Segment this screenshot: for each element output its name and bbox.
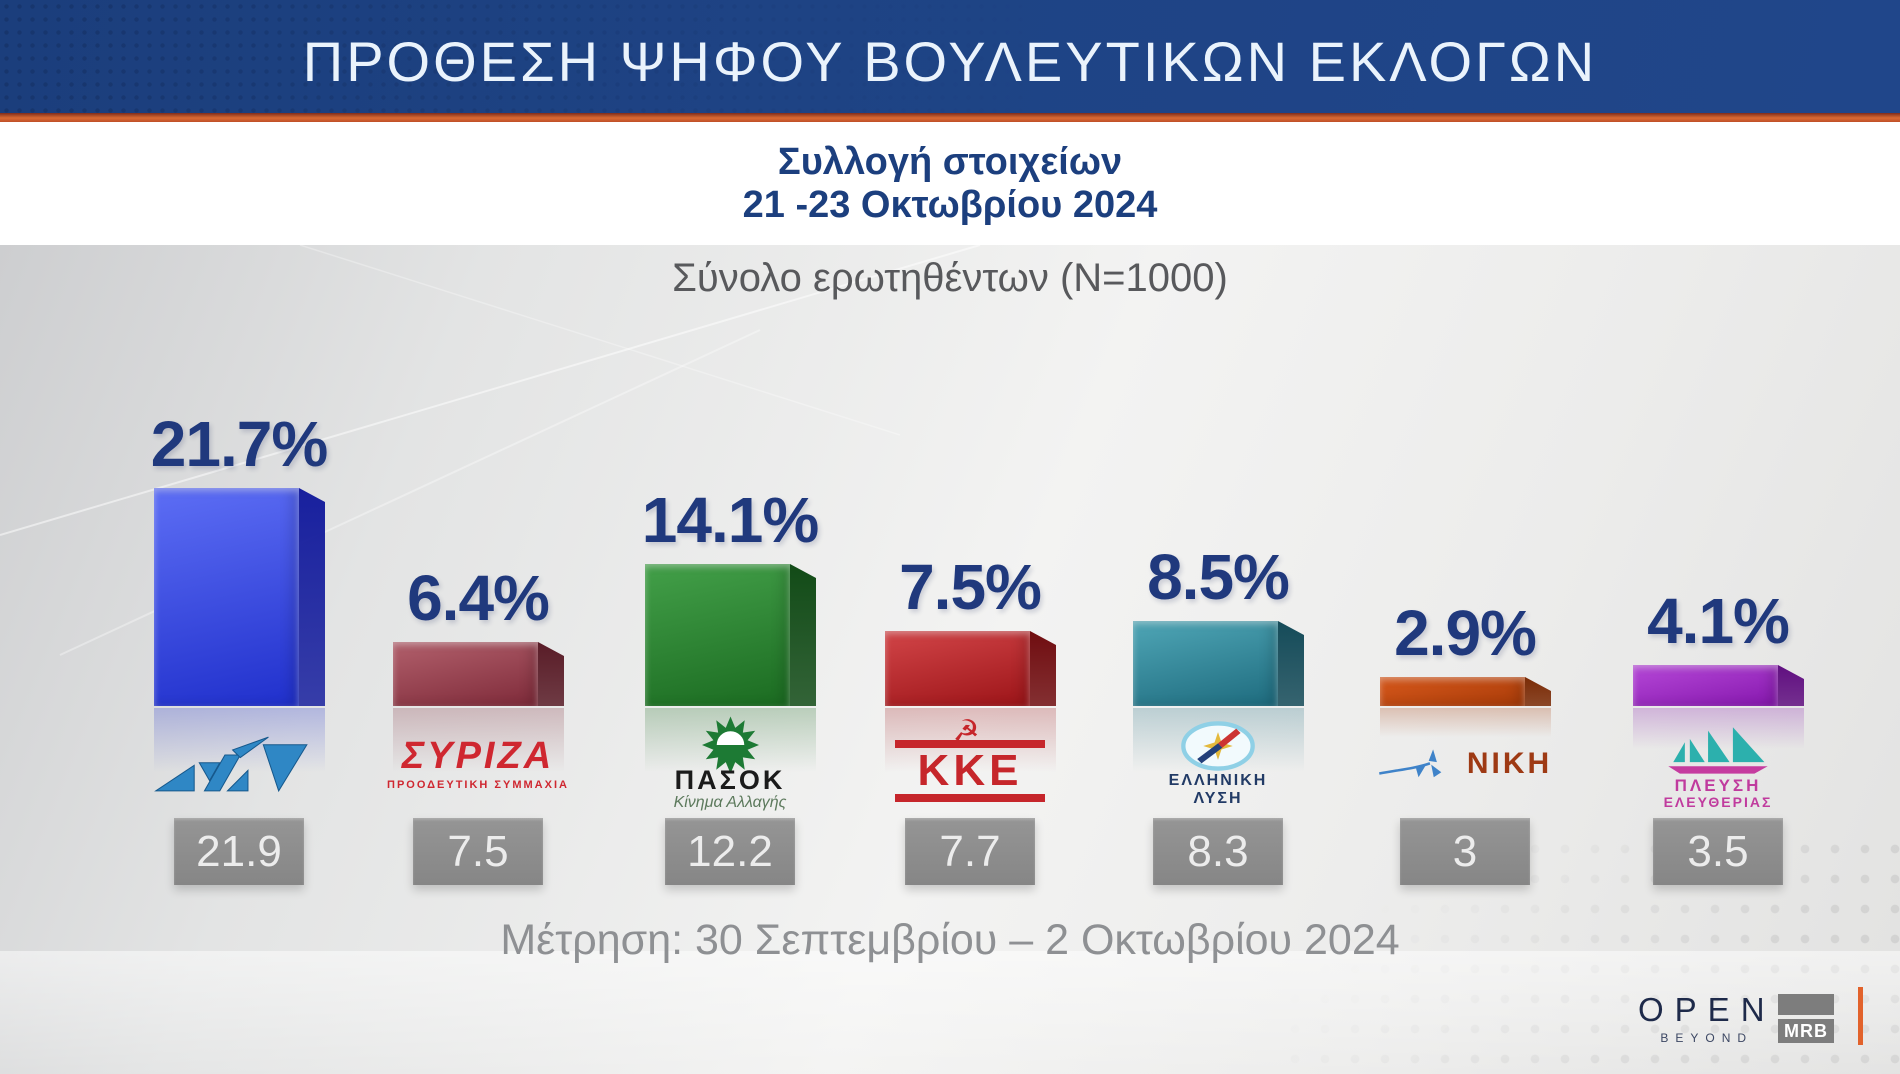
open-wordmark: OPEN [1638,991,1776,1028]
sample-size-note: Σύνολο ερωτηθέντων (N=1000) [672,256,1228,300]
party-column-kke: 7.5% ☭ ΚΚΕ 7.7 [865,0,1075,1074]
syriza-logo-slot: ΣΥΡΙΖΑ ΠΡΟΟΔΕΥΤΙΚΗ ΣΥΜΜΑΧΙΑ [373,714,583,814]
previous-value: 7.5 [447,826,509,876]
pasok-logo-slot: ΠΑΣΟΚ Κίνημα Αλλαγής [625,714,835,814]
bar-side [1278,621,1304,706]
party-column-syriza: 6.4% ΣΥΡΙΖΑ ΠΡΟΟΔΕΥΤΙΚΗ ΣΥΜΜΑΧΙΑ 7.5 [373,0,583,1074]
elliniki-lysi-logo-slot: ΕΛΛΗΝΙΚΗ ΛΥΣΗ [1113,714,1323,814]
previous-value-box: 7.7 [905,818,1035,885]
nd-logo-slot [134,714,344,814]
previous-value: 21.9 [196,826,282,876]
olive-branch-icon [1378,749,1442,778]
bar-side [299,488,325,706]
plefsi-eleftherias-logo: ΠΛΕΥΣΗ ΕΛΕΥΘΕΡΙΑΣ [1658,719,1778,810]
open-tv-logo: OPEN BEYOND [1638,993,1776,1045]
bar-front [1133,621,1278,706]
measurement-note: Μέτρηση: 30 Σεπτεμβρίου – 2 Οκτωβρίου 20… [500,916,1400,964]
bar-side [790,564,816,706]
branding-cluster: OPEN BEYOND MRB [1630,985,1880,1057]
percent-label: 8.5% [1147,541,1290,613]
subtitle-line1: Συλλογή στοιχείων [777,140,1123,183]
party-column-plefsi-eleftherias: 4.1% ΠΛΕΥΣΗ ΕΛΕΥΘΕΡΙΑΣ 3.5 [1613,0,1823,1074]
bar-reflection [1380,708,1551,737]
percent-label: 21.7% [150,408,328,480]
mrb-label-bar: MRB [1778,1019,1834,1043]
nd-triangles-icon [154,736,308,793]
bar-front [154,488,299,706]
reflection-floor [0,951,1900,1074]
hammer-sickle-icon: ☭ [952,714,980,749]
bar-front [645,564,790,706]
niki-logo: ΝΙΚΗ [1378,741,1552,787]
collection-period-block: Συλλογή στοιχείων 21 -23 Οκτωβρίου 2024 [0,122,1900,245]
bar-reflection [1633,708,1804,749]
elliniki-lysi-logo: ΕΛΛΗΝΙΚΗ ΛΥΣΗ [1153,720,1283,809]
bar-front [393,642,538,706]
bar-front [885,631,1030,706]
mrb-top-bar [1778,994,1834,1015]
syriza-wordmark: ΣΥΡΙΖΑ ΠΡΟΟΔΕΥΤΙΚΗ ΣΥΜΜΑΧΙΑ [387,734,569,791]
pasok-sun-icon [701,716,759,774]
percent-label: 6.4% [407,562,550,634]
subtitle-line2: 21 -23 Οκτωβρίου 2024 [742,183,1158,226]
percent-label: 7.5% [899,551,1042,623]
previous-value-box: 3.5 [1653,818,1783,885]
kke-logo: ☭ ΚΚΕ [895,714,1045,802]
page-title: ΠΡΟΘΕΣΗ ΨΗΦΟΥ ΒΟΥΛΕΥΤΙΚΩΝ ΕΚΛΟΓΩΝ [302,30,1598,93]
party-column-pasok: 14.1% ΠΑΣΟΚ Κίνημα Αλλαγής 12.2 [625,0,835,1074]
party-column-nd: 21.7% 21.9 [134,0,344,1074]
compass-icon [1181,720,1255,771]
previous-value: 7.7 [939,826,1001,876]
percent-label: 4.1% [1647,585,1790,657]
party-column-niki: 2.9% ΝΙΚΗ 3 [1360,0,1570,1074]
pasok-logo: ΠΑΣΟΚ Κίνημα Αλλαγής [674,716,786,811]
previous-value: 3.5 [1687,826,1749,876]
niki-logo-slot: ΝΙΚΗ [1360,714,1570,814]
orange-accent-line [1858,987,1863,1045]
open-beyond-label: BEYOND [1660,1031,1754,1045]
percent-label: 2.9% [1394,597,1537,669]
bar-front [1380,677,1525,706]
bar-front [1633,665,1778,706]
bar-side [1030,631,1056,706]
mrb-logo: MRB [1778,994,1834,1043]
previous-value-box: 3 [1400,818,1530,885]
bar-reflection [393,708,564,772]
sailboat-icon [1668,727,1768,774]
previous-value: 3 [1452,826,1478,876]
header-dot-texture [0,0,1900,113]
bar-side [538,642,564,706]
party-column-elliniki-lysi: 8.5% ΕΛΛΗΝΙΚΗ ΛΥΣΗ 8.3 [1113,0,1323,1074]
title-bar: ΠΡΟΘΕΣΗ ΨΗΦΟΥ ΒΟΥΛΕΥΤΙΚΩΝ ΕΚΛΟΓΩΝ [0,0,1900,113]
kke-logo-slot: ☭ ΚΚΕ [865,714,1075,814]
percent-label: 14.1% [641,484,819,556]
plefsi-eleftherias-logo-slot: ΠΛΕΥΣΗ ΕΛΕΥΘΕΡΙΑΣ [1613,714,1823,814]
bar-side [1525,677,1551,706]
mrb-label: MRB [1784,1020,1828,1041]
previous-value-box: 12.2 [665,818,795,885]
orange-divider [0,113,1900,122]
previous-value-box: 21.9 [174,818,304,885]
previous-value: 8.3 [1187,826,1249,876]
bar-side [1778,665,1804,706]
previous-value: 12.2 [687,826,773,876]
previous-value-box: 8.3 [1153,818,1283,885]
previous-value-box: 7.5 [413,818,543,885]
